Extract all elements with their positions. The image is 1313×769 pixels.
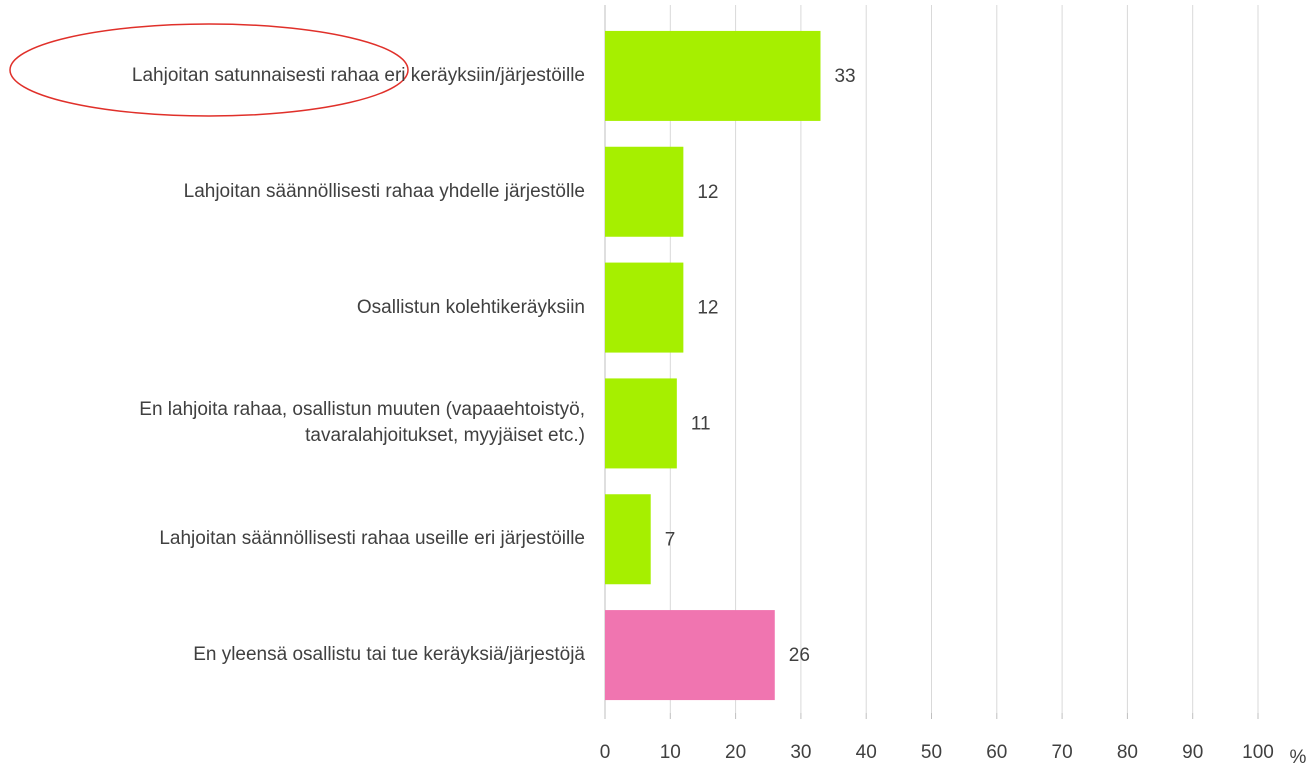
category-label: Lahjoitan säännöllisesti rahaa yhdelle j…: [183, 180, 585, 202]
bar: [605, 30, 821, 121]
x-tick-label: 10: [660, 742, 681, 763]
value-label: 7: [665, 529, 676, 550]
x-tick-label: 90: [1182, 742, 1203, 763]
bar: [605, 494, 651, 585]
x-tick-label: 80: [1117, 742, 1138, 763]
value-label: 26: [789, 645, 810, 666]
category-label: En yleensä osallistu tai tue keräyksiä/j…: [193, 644, 585, 666]
value-label: 33: [834, 66, 855, 87]
x-axis-unit: %: [1290, 747, 1307, 768]
bar: [605, 262, 684, 353]
category-label: En lahjoita rahaa, osallistun muuten (va…: [139, 399, 585, 447]
x-tick-label: 50: [921, 742, 942, 763]
value-label: 12: [697, 182, 718, 203]
x-tick-label: 40: [856, 742, 877, 763]
x-tick-label: 60: [986, 742, 1007, 763]
category-label: Lahjoitan satunnaisesti rahaa eri keräyk…: [131, 64, 585, 86]
bar: [605, 146, 684, 237]
category-label: Osallistun kolehtikeräyksiin: [356, 296, 585, 318]
x-tick-label: 30: [790, 742, 811, 763]
bar: [605, 378, 677, 469]
category-label: Lahjoitan säännöllisesti rahaa useille e…: [159, 528, 585, 550]
x-tick-label: 100: [1242, 742, 1274, 763]
x-tick-label: 70: [1052, 742, 1073, 763]
value-label: 12: [697, 298, 718, 319]
x-tick-label: 20: [725, 742, 746, 763]
x-tick-label: 0: [600, 742, 611, 763]
bar: [605, 610, 775, 701]
highlight-ellipse: [9, 23, 409, 117]
value-label: 11: [691, 413, 711, 434]
